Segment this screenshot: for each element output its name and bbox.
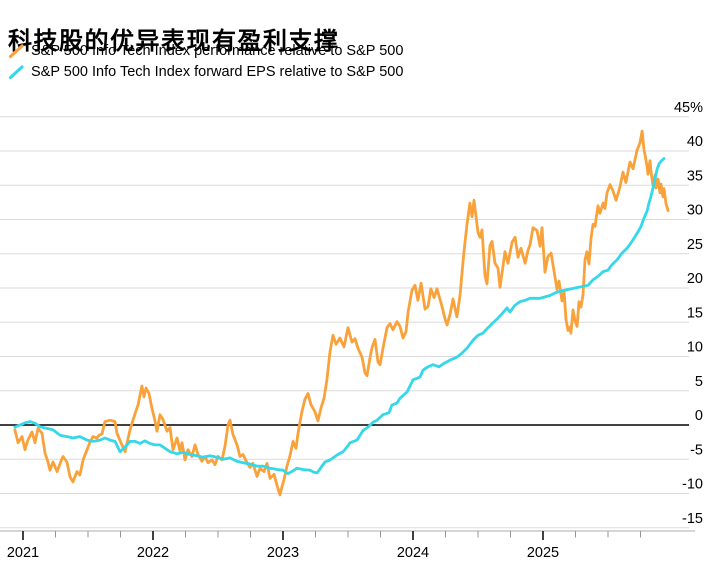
svg-text:2024: 2024 (397, 545, 429, 561)
y-gridlines (0, 116, 689, 529)
legend: S&P 500 Info Tech Index performance rela… (8, 41, 403, 83)
x-axis-labels: 2021 2022 2023 2024 2025 (7, 545, 559, 561)
y-axis-labels: 45% 40 35 30 25 20 15 10 5 0 -5 -10 -15 (674, 100, 703, 527)
eps-series-icon (8, 65, 24, 80)
svg-text:15: 15 (687, 305, 703, 321)
svg-text:30: 30 (687, 203, 703, 219)
svg-text:20: 20 (687, 271, 703, 287)
eps-legend-label: S&P 500 Info Tech Index forward EPS rela… (31, 64, 404, 80)
svg-text:35: 35 (687, 168, 703, 184)
legend-item-eps: S&P 500 Info Tech Index forward EPS rela… (8, 62, 403, 83)
chart-title: 科技股的优异表现有盈利支撑 (8, 28, 340, 56)
svg-text:10: 10 (687, 340, 703, 356)
performance-line (13, 129, 670, 497)
svg-text:-5: -5 (690, 442, 703, 458)
svg-text:2022: 2022 (137, 545, 169, 561)
svg-text:0: 0 (695, 408, 703, 424)
svg-text:-10: -10 (682, 477, 703, 493)
svg-text:45%: 45% (674, 100, 703, 116)
svg-text:40: 40 (687, 134, 703, 150)
svg-text:25: 25 (687, 237, 703, 253)
performance-legend-label: S&P 500 Info Tech Index performance rela… (31, 43, 404, 59)
legend-item-performance: S&P 500 Info Tech Index performance rela… (8, 41, 403, 62)
eps-line (13, 157, 666, 476)
svg-text:2021: 2021 (7, 545, 39, 561)
svg-text:5: 5 (695, 374, 703, 390)
svg-text:2025: 2025 (527, 545, 559, 561)
x-axis (0, 530, 695, 540)
performance-series-icon (8, 44, 24, 59)
svg-text:-15: -15 (682, 511, 703, 527)
svg-text:2023: 2023 (267, 545, 299, 561)
